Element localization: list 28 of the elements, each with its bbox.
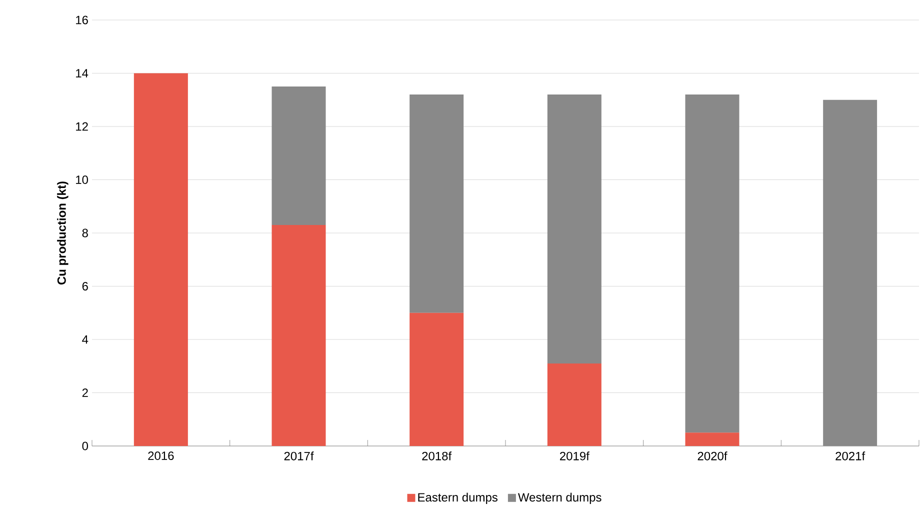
bar bbox=[272, 225, 326, 446]
bar bbox=[685, 94, 740, 433]
bar bbox=[272, 86, 326, 226]
y-tick-label: 14 bbox=[76, 69, 88, 78]
bar bbox=[410, 94, 464, 313]
y-tick-label: 6 bbox=[82, 282, 88, 290]
y-tick-label: 12 bbox=[76, 122, 88, 131]
y-axis-title: Cu production (kt) bbox=[57, 182, 68, 284]
x-tick-label: 2019f bbox=[560, 452, 590, 460]
x-tick-label: 2020f bbox=[698, 452, 728, 460]
legend-label: Eastern dumps bbox=[418, 492, 498, 504]
y-tick-label: 2 bbox=[82, 388, 88, 397]
bar bbox=[823, 100, 878, 446]
y-tick-label: 0 bbox=[82, 442, 88, 450]
x-tick-label: 2018f bbox=[422, 452, 452, 460]
y-tick-label: 8 bbox=[82, 228, 88, 238]
x-tick-label: 2021f bbox=[836, 452, 866, 460]
bar bbox=[410, 312, 464, 446]
bar bbox=[685, 432, 740, 446]
bar bbox=[134, 73, 188, 446]
legend-label: Western dumps bbox=[518, 492, 602, 504]
y-tick-label: 16 bbox=[76, 16, 88, 24]
x-tick-label: 2017f bbox=[284, 452, 314, 460]
bar bbox=[547, 363, 602, 446]
bar bbox=[547, 94, 602, 364]
x-tick-label: 2016 bbox=[148, 452, 174, 460]
y-tick-label: 10 bbox=[76, 176, 88, 184]
y-tick-label: 4 bbox=[82, 335, 88, 344]
